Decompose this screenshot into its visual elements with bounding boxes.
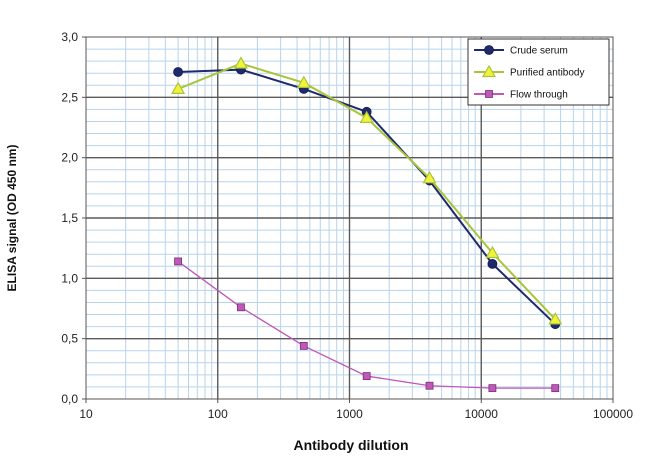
legend-label: Crude serum (510, 46, 568, 57)
legend: Crude serum Purified antibody Flow through (467, 38, 610, 106)
data-point (171, 81, 186, 94)
y-tick-label: 1,5 (61, 211, 78, 225)
series-flow-through (174, 257, 560, 393)
y-axis-ticks: 0,0 0,5 1,0 1,5 2,0 2,5 3,0 (61, 30, 86, 406)
data-point (485, 245, 500, 259)
legend-swatch-marker (481, 64, 497, 78)
data-point (173, 67, 183, 77)
x-axis-title: Antibody dilution (293, 437, 408, 453)
y-tick-label: 0,5 (61, 332, 78, 346)
y-tick-label: 3,0 (61, 30, 78, 44)
data-point (233, 56, 248, 69)
x-tick-label: 1000 (336, 407, 363, 421)
legend-label: Purified antibody (510, 68, 585, 79)
series-purified-antibody (171, 56, 563, 325)
x-tick-label: 100000 (593, 407, 633, 421)
x-tick-label: 10 (79, 407, 93, 421)
legend-swatch-marker (484, 45, 494, 55)
data-point (237, 303, 245, 312)
legend-label: Flow through (510, 90, 568, 101)
y-axis-title: ELISA signal (OD 450 nm) (5, 145, 19, 292)
data-point (487, 258, 498, 269)
data-point (299, 342, 308, 350)
data-point (362, 372, 371, 380)
data-point (174, 257, 182, 266)
data-point (425, 381, 434, 390)
data-point (548, 312, 563, 325)
legend-swatch-marker (485, 90, 493, 98)
series-layer (171, 56, 563, 393)
y-tick-label: 2,5 (61, 90, 78, 104)
x-axis-ticks: 10 100 1000 10000 100000 (79, 399, 633, 421)
data-point (422, 170, 437, 184)
x-tick-label: 10000 (465, 407, 499, 421)
y-tick-label: 2,0 (61, 151, 78, 165)
data-point (296, 75, 311, 88)
x-tick-label: 100 (208, 407, 228, 421)
y-tick-label: 0,0 (61, 392, 78, 406)
data-point (359, 110, 374, 123)
y-tick-label: 1,0 (61, 271, 78, 285)
data-point (488, 384, 497, 393)
data-point (551, 384, 560, 393)
